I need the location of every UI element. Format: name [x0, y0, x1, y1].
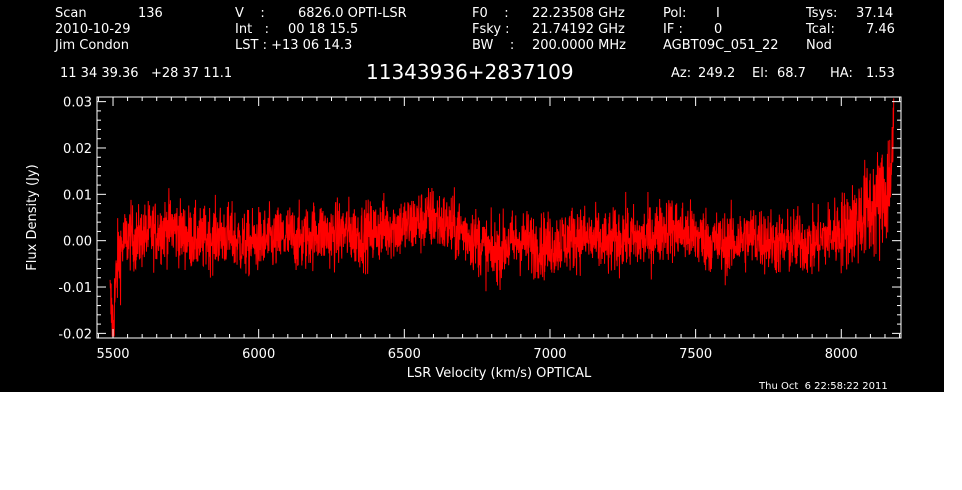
tsys-label: Tsys:	[806, 6, 838, 21]
f0-label: F0 :	[472, 6, 509, 21]
plot-frame	[96, 96, 902, 339]
el-label: El:	[752, 66, 769, 81]
spectrum-trace	[109, 98, 895, 337]
fsky-label: Fsky :	[472, 22, 510, 37]
x-tick-label: 5500	[96, 347, 129, 362]
scan-label: Scan	[55, 6, 87, 21]
pol-value: I	[716, 6, 720, 21]
observer-name: Jim Condon	[55, 38, 129, 53]
plot-timestamp: Thu Oct 6 22:58:22 2011	[759, 381, 888, 392]
x-tick-label: 8000	[825, 347, 858, 362]
f0-value: 22.23508 GHz	[532, 6, 625, 21]
ha-label: HA:	[830, 66, 853, 81]
bw-value: 200.0000 MHz	[532, 38, 626, 53]
fsky-value: 21.74192 GHz	[532, 22, 625, 37]
y-tick-label: -0.01	[58, 281, 92, 296]
tsys-value: 37.14	[856, 6, 894, 21]
x-axis-label: LSR Velocity (km/s) OPTICAL	[407, 366, 592, 381]
spectrum-plot-panel: Scan 136 V : 6826.0 OPTI-LSR F0 : 22.235…	[0, 0, 944, 392]
el-value: 68.7	[777, 66, 806, 81]
int-label: Int :	[235, 22, 269, 37]
scan-number: 136	[138, 6, 163, 21]
x-tick-label: 6500	[388, 347, 421, 362]
observing-mode: Nod	[806, 38, 832, 53]
x-tick-label: 7000	[533, 347, 566, 362]
lst-value: LST : +13 06 14.3	[235, 38, 353, 53]
bw-label: BW :	[472, 38, 515, 53]
az-value: 249.2	[698, 66, 736, 81]
ha-value: 1.53	[866, 66, 895, 81]
project-id: AGBT09C_051_22	[663, 38, 779, 53]
observation-date: 2010-10-29	[55, 22, 131, 37]
source-name: 11343936+2837109	[366, 60, 574, 84]
velocity-label: V :	[235, 6, 265, 21]
x-tick-label: 7500	[679, 347, 712, 362]
velocity-value: 6826.0 OPTI-LSR	[298, 6, 407, 21]
int-value: 00 18 15.5	[288, 22, 359, 37]
if-label: IF :	[663, 22, 683, 37]
source-coordinates: 11 34 39.36 +28 37 11.1	[60, 66, 233, 81]
tcal-label: Tcal:	[806, 22, 835, 37]
az-label: Az:	[671, 66, 692, 81]
y-tick-label: 0.03	[63, 96, 92, 111]
x-tick-label: 6000	[242, 347, 275, 362]
y-tick-label: 0.01	[63, 188, 92, 203]
pol-label: Pol:	[663, 6, 687, 21]
y-axis-label: Flux Density (Jy)	[25, 164, 40, 270]
y-tick-label: 0.02	[63, 142, 92, 157]
flux-density-chart: 5500 6000 6500 7000 7500 8000 -0.02 -0.01 0.00 0.…	[25, 96, 902, 381]
y-tick-label: 0.00	[63, 235, 92, 250]
tcal-value: 7.46	[866, 22, 895, 37]
if-value: 0	[714, 22, 723, 37]
y-tick-label: -0.02	[58, 327, 92, 342]
